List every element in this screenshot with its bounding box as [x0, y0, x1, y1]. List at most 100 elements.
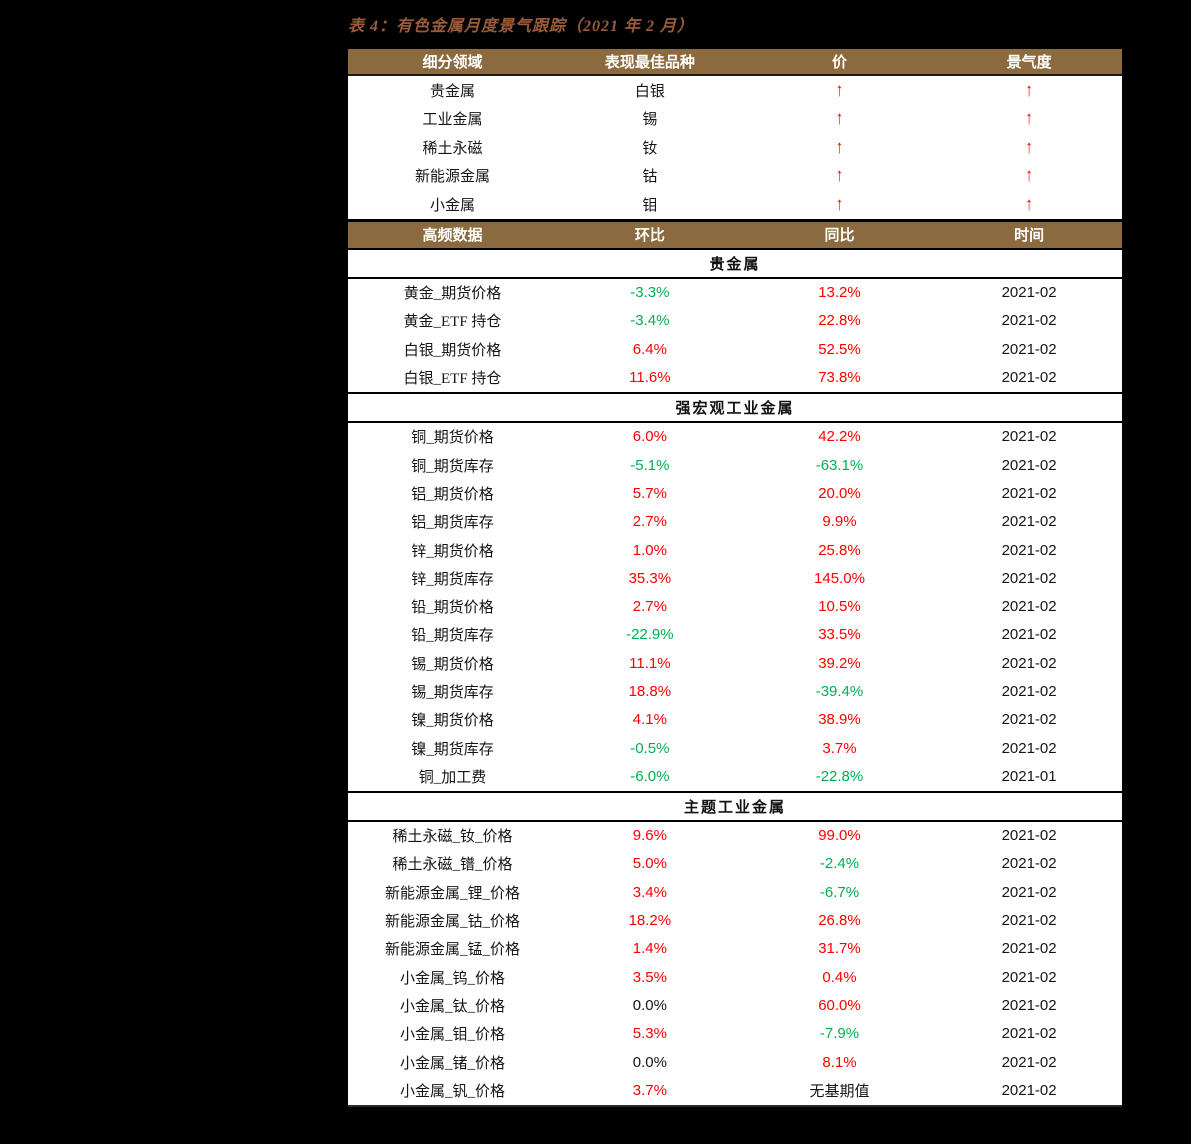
up-arrow-icon: ↑	[835, 81, 844, 99]
indicator-label: 稀土永磁_镨_价格	[392, 857, 513, 874]
indicator-label: 稀土永磁_钕_价格	[392, 829, 513, 846]
data-row: 铜_期货价格 6.0% 42.2% 2021-02	[348, 422, 1122, 451]
date-value: 2021-02	[1001, 827, 1057, 845]
indicator-label: 新能源金属_锂_价格	[384, 885, 520, 902]
mom-value: 4.1%	[632, 711, 667, 729]
date-value: 2021-02	[1001, 340, 1057, 358]
mom-value: -0.5%	[630, 739, 670, 757]
yoy-value: 0.4%	[822, 968, 857, 986]
data-row: 稀土永磁_钕_价格 9.6% 99.0% 2021-02	[348, 821, 1122, 850]
up-arrow-icon: ↑	[835, 110, 844, 128]
indicator-label: 小金属_钒_价格	[399, 1083, 505, 1100]
mom-value: 5.3%	[632, 1025, 667, 1043]
best-variety-label: 锡	[642, 112, 658, 129]
sentiment-up-icon: ↑	[936, 139, 1122, 156]
summary-col-header: 价	[831, 55, 847, 71]
mom-value: 3.5%	[632, 968, 667, 986]
mom-value: 18.2%	[628, 912, 672, 930]
data-row: 白银_ETF 持仓 11.6% 73.8% 2021-02	[348, 363, 1122, 392]
data-row: 白银_期货价格 6.4% 52.5% 2021-02	[348, 335, 1122, 364]
yoy-value: 13.2%	[818, 284, 861, 302]
price-up-icon: ↑	[743, 139, 937, 156]
date-value: 2021-02	[1001, 1053, 1057, 1071]
data-row: 小金属_钨_价格 3.5% 0.4% 2021-02	[348, 963, 1122, 992]
summary-col-header: 景气度	[1006, 55, 1052, 71]
indicator-label: 小金属_钛_价格	[399, 998, 505, 1015]
yoy-value: 73.8%	[818, 369, 861, 387]
mom-value: 3.4%	[632, 883, 667, 901]
mom-value: 0.0%	[632, 996, 667, 1014]
date-value: 2021-02	[1001, 739, 1057, 757]
indicator-label: 铜_加工费	[418, 769, 487, 786]
best-variety-label: 钼	[642, 197, 658, 214]
up-arrow-icon: ↑	[1025, 195, 1033, 213]
yoy-value: 39.2%	[818, 654, 861, 672]
up-arrow-icon: ↑	[835, 195, 844, 213]
up-arrow-icon: ↑	[1025, 81, 1033, 99]
detail-header-row: 高频数据 环比 同比 时间	[348, 218, 1122, 248]
up-arrow-icon: ↑	[835, 167, 844, 185]
data-row: 小金属_钒_价格 3.7% 无基期值 2021-02	[348, 1076, 1122, 1105]
yoy-value: 8.1%	[822, 1053, 857, 1071]
date-value: 2021-02	[1001, 1025, 1057, 1043]
mom-value: 5.0%	[632, 855, 667, 873]
mom-value: 35.3%	[628, 569, 672, 587]
indicator-label: 黄金_期货价格	[403, 286, 502, 303]
date-value: 2021-02	[1001, 513, 1057, 531]
segment-label: 新能源金属	[414, 169, 490, 186]
mom-value: -5.1%	[630, 456, 670, 474]
summary-header-row: 细分领域 表现最佳品种 价 景气度	[348, 49, 1122, 76]
up-arrow-icon: ↑	[835, 138, 844, 156]
date-value: 2021-02	[1001, 912, 1057, 930]
mom-value: 3.7%	[632, 1081, 667, 1099]
data-row: 铝_期货价格 5.7% 20.0% 2021-02	[348, 479, 1122, 508]
indicator-label: 铜_期货价格	[411, 430, 494, 447]
up-arrow-icon: ↑	[1025, 138, 1033, 156]
section-header: 贵金属	[348, 247, 1122, 279]
sentiment-up-icon: ↑	[936, 110, 1122, 127]
sentiment-up-icon: ↑	[936, 167, 1122, 184]
summary-row: 工业金属 锡 ↑ ↑	[348, 104, 1122, 133]
date-value: 2021-02	[1001, 654, 1057, 672]
price-up-icon: ↑	[743, 167, 937, 184]
sentiment-up-icon: ↑	[936, 82, 1122, 99]
data-row: 黄金_期货价格 -3.3% 13.2% 2021-02	[348, 278, 1122, 307]
data-row: 新能源金属_锂_价格 3.4% -6.7% 2021-02	[348, 878, 1122, 907]
date-value: 2021-02	[1001, 312, 1057, 330]
mom-value: 6.0%	[632, 428, 667, 446]
indicator-label: 镍_期货价格	[411, 713, 494, 730]
data-row: 新能源金属_钴_价格 18.2% 26.8% 2021-02	[348, 906, 1122, 935]
section-header: 主题工业金属	[348, 790, 1122, 822]
yoy-value: 60.0%	[818, 996, 861, 1014]
date-value: 2021-02	[1001, 428, 1057, 446]
up-arrow-icon: ↑	[1025, 110, 1033, 128]
summary-body: 贵金属 白银 ↑ ↑ 工业金属 锡 ↑ ↑ 稀土永磁 钕 ↑ ↑ 新能源金属 钴 ↑ ↑ 小金属 钼 ↑ ↑	[348, 76, 1122, 219]
best-variety-label: 白银	[634, 83, 665, 100]
yoy-value: 26.8%	[818, 912, 861, 930]
yoy-value: 25.8%	[818, 541, 861, 559]
date-value: 2021-02	[1001, 456, 1057, 474]
prosperity-table: 细分领域 表现最佳品种价景气度 贵金属 白银 ↑ ↑ 工业金属锡 ↑ ↑ 稀土永磁钕 ↑ ↑ 新能源金…	[348, 49, 1122, 1107]
indicator-label: 白银_期货价格	[403, 342, 502, 359]
yoy-value: -6.7%	[819, 883, 860, 901]
mom-value: -3.3%	[630, 284, 670, 302]
date-value: 2021-02	[1001, 940, 1057, 958]
indicator-label: 铜_期货库存	[411, 458, 494, 475]
date-value: 2021-02	[1001, 569, 1057, 587]
date-value: 2021-02	[1001, 1081, 1057, 1099]
sentiment-up-icon: ↑	[936, 196, 1122, 213]
data-row: 铜_期货库存 -5.1% -63.1% 2021-02	[348, 450, 1122, 480]
data-row: 稀土永磁_镨_价格 5.0% -2.4% 2021-02	[348, 849, 1122, 879]
indicator-label: 锡_期货库存	[411, 685, 494, 701]
date-value: 2021-02	[1001, 968, 1057, 986]
summary-col-header: 表现最佳品种	[604, 55, 695, 71]
mom-value: 0.0%	[632, 1053, 667, 1071]
indicator-label: 新能源金属_锰_价格	[384, 942, 520, 959]
date-value: 2021-02	[1001, 883, 1057, 901]
yoy-value: -2.4%	[819, 855, 860, 873]
price-up-icon: ↑	[743, 110, 937, 127]
indicator-label: 铅_期货价格	[411, 600, 494, 617]
yoy-value: 3.7%	[822, 739, 857, 757]
summary-row: 贵金属 白银 ↑ ↑	[348, 76, 1122, 105]
summary-row: 稀土永磁 钕 ↑ ↑	[348, 133, 1122, 162]
